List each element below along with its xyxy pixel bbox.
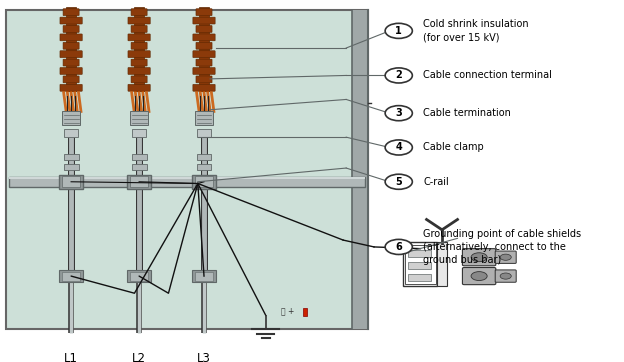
FancyBboxPatch shape: [196, 76, 212, 83]
FancyBboxPatch shape: [196, 59, 212, 66]
FancyBboxPatch shape: [131, 76, 147, 83]
FancyBboxPatch shape: [199, 7, 209, 91]
Circle shape: [385, 106, 412, 121]
Circle shape: [500, 273, 511, 279]
Circle shape: [471, 272, 487, 281]
FancyBboxPatch shape: [64, 154, 79, 160]
FancyBboxPatch shape: [495, 270, 516, 282]
FancyBboxPatch shape: [132, 154, 147, 160]
FancyBboxPatch shape: [196, 42, 212, 49]
FancyBboxPatch shape: [60, 68, 82, 75]
FancyBboxPatch shape: [193, 34, 215, 41]
FancyBboxPatch shape: [197, 164, 212, 170]
FancyBboxPatch shape: [6, 10, 368, 329]
FancyBboxPatch shape: [59, 174, 84, 189]
FancyBboxPatch shape: [60, 84, 82, 91]
FancyBboxPatch shape: [60, 17, 82, 24]
FancyBboxPatch shape: [127, 174, 152, 189]
Circle shape: [471, 253, 487, 262]
FancyBboxPatch shape: [9, 177, 365, 179]
FancyBboxPatch shape: [192, 174, 217, 189]
FancyBboxPatch shape: [193, 17, 215, 24]
Circle shape: [385, 239, 412, 254]
Text: L1: L1: [64, 352, 78, 362]
FancyBboxPatch shape: [127, 270, 152, 282]
Text: L3: L3: [197, 352, 211, 362]
FancyBboxPatch shape: [196, 9, 212, 16]
FancyBboxPatch shape: [195, 176, 213, 187]
FancyBboxPatch shape: [132, 129, 146, 137]
Circle shape: [385, 140, 412, 155]
Text: ⏚ +: ⏚ +: [281, 307, 295, 316]
FancyBboxPatch shape: [462, 268, 496, 285]
FancyBboxPatch shape: [64, 129, 78, 137]
FancyBboxPatch shape: [59, 270, 84, 282]
FancyBboxPatch shape: [403, 242, 437, 286]
FancyBboxPatch shape: [64, 164, 79, 170]
Text: 4: 4: [396, 143, 402, 152]
FancyBboxPatch shape: [408, 274, 431, 281]
FancyBboxPatch shape: [134, 7, 144, 91]
FancyBboxPatch shape: [128, 68, 150, 75]
Text: 2: 2: [396, 71, 402, 80]
FancyBboxPatch shape: [128, 34, 150, 41]
FancyBboxPatch shape: [131, 42, 147, 49]
Text: Grounding point of cable shields
(alternatively, connect to the
ground bus bar): Grounding point of cable shields (altern…: [424, 229, 582, 265]
FancyBboxPatch shape: [192, 270, 217, 282]
FancyBboxPatch shape: [404, 244, 436, 283]
Text: Cable termination: Cable termination: [424, 108, 511, 118]
Text: 6: 6: [396, 242, 402, 252]
FancyBboxPatch shape: [193, 51, 215, 58]
Circle shape: [385, 174, 412, 189]
FancyBboxPatch shape: [128, 51, 150, 58]
FancyBboxPatch shape: [63, 42, 79, 49]
FancyBboxPatch shape: [63, 9, 79, 16]
FancyBboxPatch shape: [62, 176, 80, 187]
FancyBboxPatch shape: [130, 111, 149, 125]
FancyBboxPatch shape: [353, 10, 368, 329]
Text: 1: 1: [396, 26, 402, 36]
FancyBboxPatch shape: [131, 59, 147, 66]
FancyBboxPatch shape: [128, 84, 150, 91]
FancyBboxPatch shape: [193, 84, 215, 91]
FancyBboxPatch shape: [131, 9, 147, 16]
Text: L2: L2: [132, 352, 146, 362]
Text: Cold shrink insulation
(for over 15 kV): Cold shrink insulation (for over 15 kV): [424, 20, 529, 42]
FancyBboxPatch shape: [408, 262, 431, 269]
FancyBboxPatch shape: [495, 251, 516, 264]
FancyBboxPatch shape: [128, 17, 150, 24]
FancyBboxPatch shape: [193, 68, 215, 75]
Text: Cable clamp: Cable clamp: [424, 143, 484, 152]
FancyBboxPatch shape: [303, 308, 307, 316]
FancyBboxPatch shape: [66, 7, 76, 91]
FancyBboxPatch shape: [462, 249, 496, 266]
Text: C-rail: C-rail: [424, 177, 449, 187]
FancyBboxPatch shape: [195, 111, 213, 125]
FancyBboxPatch shape: [62, 111, 80, 125]
FancyBboxPatch shape: [63, 59, 79, 66]
FancyBboxPatch shape: [9, 177, 365, 186]
Circle shape: [385, 23, 412, 38]
FancyBboxPatch shape: [130, 176, 149, 187]
FancyBboxPatch shape: [63, 26, 79, 33]
FancyBboxPatch shape: [195, 272, 213, 281]
FancyBboxPatch shape: [197, 154, 212, 160]
FancyBboxPatch shape: [131, 26, 147, 33]
Text: Cable connection terminal: Cable connection terminal: [424, 71, 552, 80]
Text: 5: 5: [396, 177, 402, 187]
Circle shape: [500, 254, 511, 260]
FancyBboxPatch shape: [130, 272, 149, 281]
Circle shape: [385, 68, 412, 83]
FancyBboxPatch shape: [62, 272, 80, 281]
Text: 3: 3: [396, 108, 402, 118]
FancyBboxPatch shape: [132, 164, 147, 170]
FancyBboxPatch shape: [60, 51, 82, 58]
FancyBboxPatch shape: [196, 26, 212, 33]
FancyBboxPatch shape: [408, 251, 431, 257]
FancyBboxPatch shape: [60, 34, 82, 41]
FancyBboxPatch shape: [437, 242, 447, 286]
FancyBboxPatch shape: [63, 76, 79, 83]
FancyBboxPatch shape: [197, 129, 211, 137]
